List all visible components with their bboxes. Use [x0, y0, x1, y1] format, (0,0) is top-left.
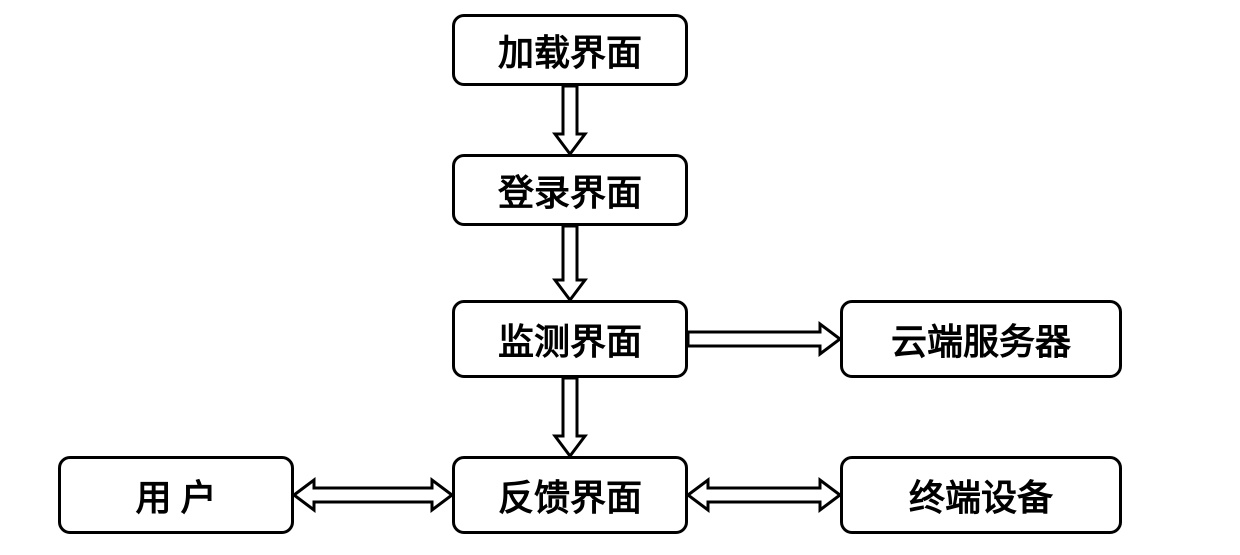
node-n2: 登录界面 [452, 154, 688, 226]
node-n5: 云端服务器 [840, 300, 1122, 378]
node-n1: 加载界面 [452, 14, 688, 86]
arrow-right-bi [688, 480, 840, 510]
node-label: 用 户 [135, 469, 216, 521]
arrow-right [688, 324, 840, 354]
node-n7: 用 户 [58, 456, 294, 534]
arrow-down [555, 378, 585, 456]
node-n6: 终端设备 [840, 456, 1122, 534]
node-label: 监测界面 [498, 313, 642, 365]
node-label: 登录界面 [498, 164, 642, 216]
node-label: 反馈界面 [498, 469, 642, 521]
node-label: 云端服务器 [891, 313, 1071, 365]
node-n4: 反馈界面 [452, 456, 688, 534]
arrow-left-bi [294, 480, 452, 510]
arrow-down [555, 226, 585, 300]
node-n3: 监测界面 [452, 300, 688, 378]
arrow-down [555, 86, 585, 154]
node-label: 终端设备 [909, 469, 1053, 521]
node-label: 加载界面 [498, 24, 642, 76]
